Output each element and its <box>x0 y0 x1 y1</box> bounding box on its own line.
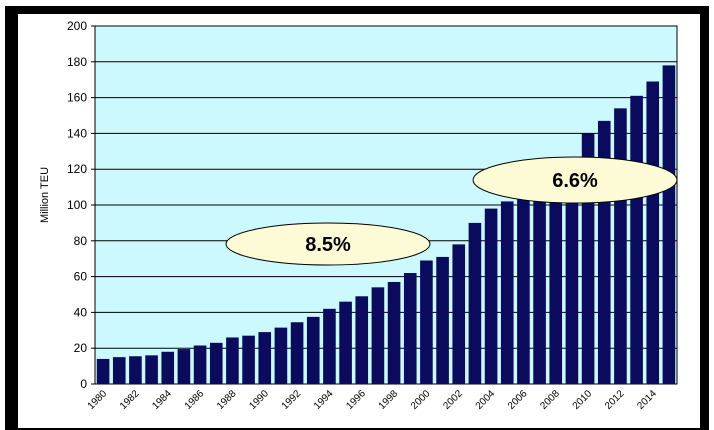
x-tick-label: 1980 <box>86 388 110 412</box>
bar <box>371 287 385 384</box>
x-tick-label: 1990 <box>247 388 271 412</box>
y-tick-label: 120 <box>67 162 87 176</box>
x-tick-label: 2012 <box>603 388 627 412</box>
bar <box>242 335 255 384</box>
y-axis-label: Million TEU <box>39 167 51 223</box>
x-tick-label: 1996 <box>344 388 368 412</box>
bar <box>209 342 223 384</box>
bar <box>226 337 239 384</box>
bar <box>355 296 369 384</box>
bar <box>112 357 126 384</box>
y-tick-label: 40 <box>74 305 88 319</box>
bar <box>565 188 579 384</box>
bar <box>436 256 449 384</box>
x-tick-label: 2004 <box>474 388 498 412</box>
x-tick-label: 1998 <box>377 388 401 412</box>
y-tick-label: 140 <box>67 126 87 140</box>
bar <box>387 281 401 384</box>
annotation-ellipse <box>225 222 431 266</box>
y-tick-label: 180 <box>67 55 87 69</box>
bar <box>258 332 272 384</box>
annotation-label: 6.6% <box>552 170 598 192</box>
x-tick-label: 2000 <box>409 388 433 412</box>
x-tick-label: 1994 <box>312 388 336 412</box>
annotation-label: 8.5% <box>305 234 351 256</box>
annotation-ellipse <box>472 156 678 204</box>
x-tick-label: 1982 <box>118 388 142 412</box>
x-tick-label: 1992 <box>280 388 304 412</box>
x-tick-label: 1986 <box>183 388 207 412</box>
bar <box>614 108 627 384</box>
y-tick-label: 80 <box>74 234 88 248</box>
y-tick-label: 20 <box>74 341 88 355</box>
bar <box>630 95 643 384</box>
bar <box>274 327 288 384</box>
bar <box>129 356 142 384</box>
x-tick-label: 2010 <box>571 388 595 412</box>
bar <box>290 322 304 384</box>
y-tick-label: 100 <box>67 198 87 212</box>
x-tick-label: 2008 <box>538 388 562 412</box>
y-tick-label: 0 <box>80 377 87 391</box>
bar <box>96 358 110 384</box>
x-tick-label: 1988 <box>215 388 239 412</box>
bar <box>468 222 482 384</box>
bar <box>517 196 530 384</box>
bar <box>484 208 498 384</box>
bar <box>549 192 563 384</box>
bar <box>339 301 352 384</box>
bar <box>161 351 175 384</box>
bar <box>500 201 514 384</box>
bar <box>306 316 320 384</box>
y-tick-label: 160 <box>67 91 87 105</box>
bar <box>662 65 676 384</box>
y-tick-label: 60 <box>74 270 88 284</box>
x-tick-label: 2002 <box>441 388 465 412</box>
bar <box>452 244 466 384</box>
bar <box>323 308 336 384</box>
x-tick-label: 1984 <box>150 388 174 412</box>
chart-frame: 0 20 40 60 80 100 120 140 160 180 200 1980 1982 1984 1… <box>5 6 709 430</box>
bar <box>420 260 433 384</box>
y-tick-label: 200 <box>67 19 87 33</box>
bar-chart: 0 20 40 60 80 100 120 140 160 180 200 1980 1982 1984 1… <box>39 19 678 412</box>
chart-area: 0 20 40 60 80 100 120 140 160 180 200 1980 1982 1984 1… <box>18 14 700 428</box>
bar <box>177 349 191 384</box>
bar <box>193 345 207 384</box>
bar <box>646 81 660 385</box>
bar <box>533 190 546 384</box>
plot-border <box>94 25 678 385</box>
bar <box>145 355 158 384</box>
bar <box>403 273 417 384</box>
x-tick-label: 2014 <box>635 388 659 412</box>
x-tick-label: 2006 <box>506 388 530 412</box>
